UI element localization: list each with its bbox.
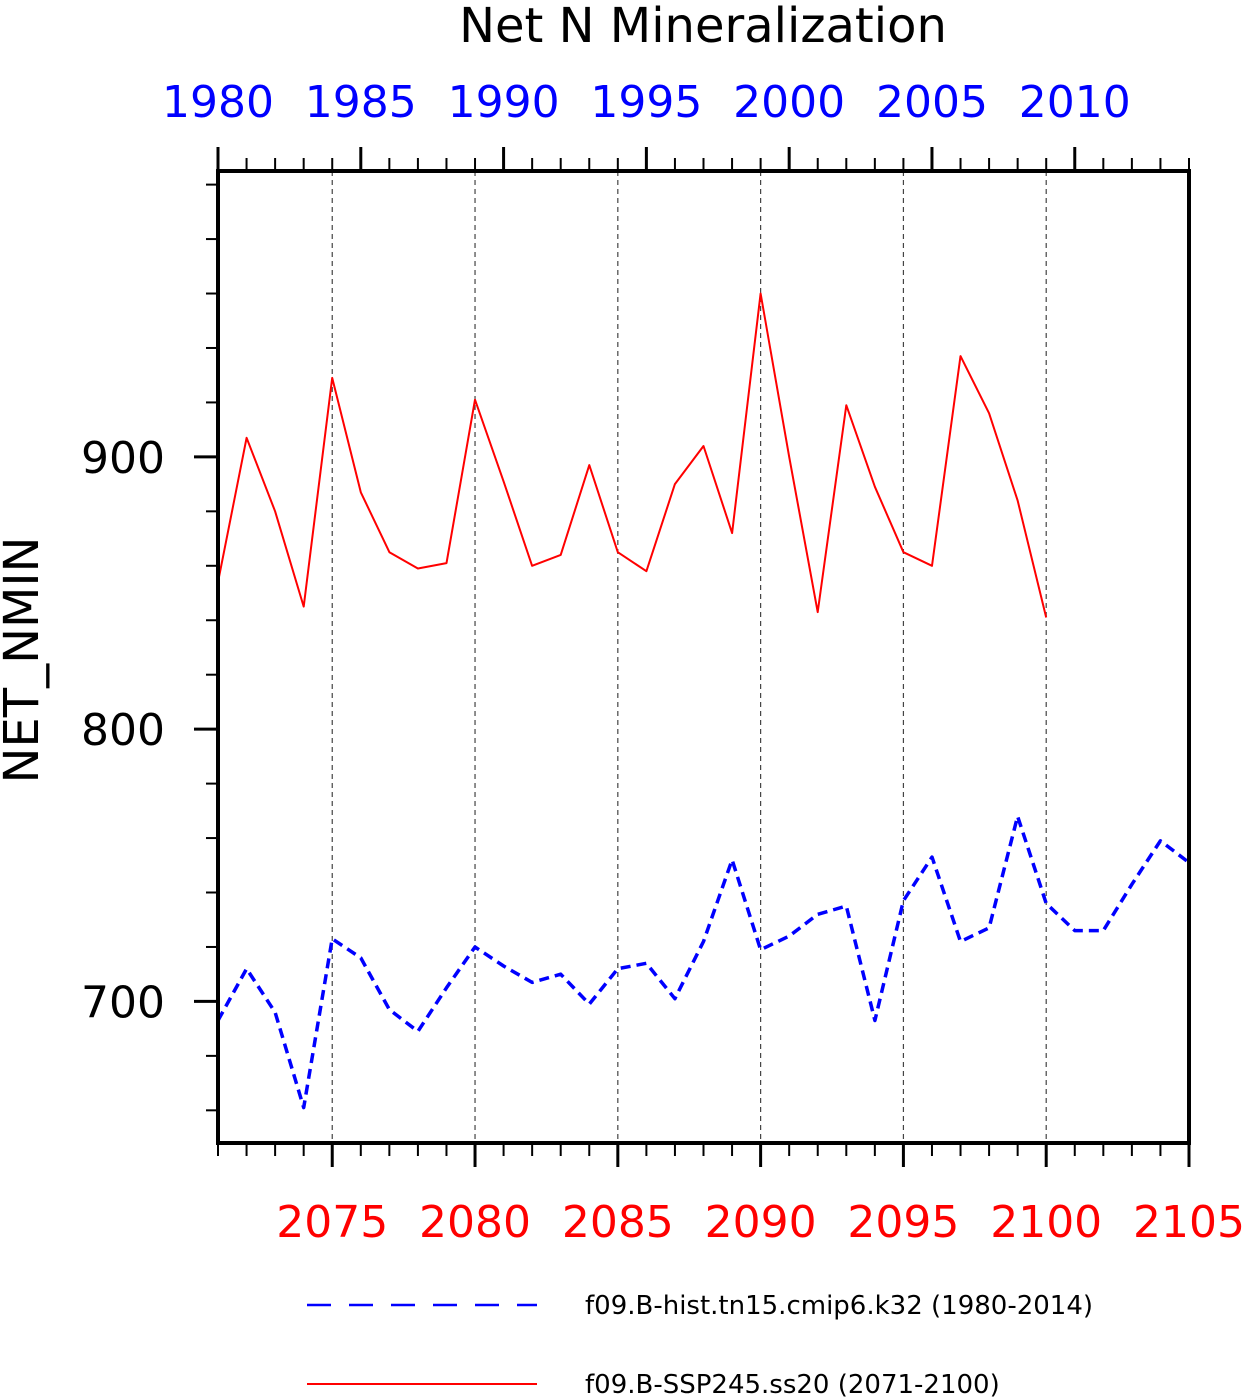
series-line-ssp245	[217, 292, 1048, 618]
top-tick-label: 1980	[162, 77, 274, 128]
bottom-tick-label: 2085	[562, 1197, 674, 1248]
bottom-tick-label: 2080	[419, 1197, 531, 1248]
y-axis-label: NET_NMIN	[0, 537, 50, 784]
bottom-tick-label: 2105	[1133, 1197, 1245, 1248]
top-tick-label: 1990	[448, 77, 560, 128]
y-tick-label: 900	[81, 433, 165, 484]
top-tick-label: 1985	[305, 77, 417, 128]
legend-label: f09.B-hist.tn15.cmip6.k32 (1980-2014)	[585, 1291, 1093, 1321]
top-tick-label: 1995	[590, 77, 702, 128]
axes: 2075 2080 2085 2090 2095 2100 2105 1980 1985 1990…	[81, 77, 1245, 1248]
bottom-tick-label: 2075	[276, 1197, 388, 1248]
plot-frame	[216, 169, 1191, 1145]
series-layer	[216, 292, 1191, 1110]
legend-label: f09.B-SSP245.ss20 (2071-2100)	[585, 1370, 1000, 1400]
bottom-tick-label: 2095	[847, 1197, 959, 1248]
bottom-tick-label: 2090	[705, 1197, 817, 1248]
series-line-historical	[216, 814, 1191, 1110]
grid-lines	[331, 171, 1047, 1143]
y-tick-label: 700	[81, 977, 165, 1028]
top-tick-label: 2000	[733, 77, 845, 128]
top-tick-label: 2010	[1019, 77, 1131, 128]
legend: f09.B-hist.tn15.cmip6.k32 (1980-2014) f09…	[307, 1291, 1093, 1400]
chart-title: Net N Mineralization	[459, 0, 947, 54]
y-tick-label: 800	[81, 705, 165, 756]
bottom-tick-label: 2100	[990, 1197, 1102, 1248]
top-tick-label: 2005	[876, 77, 988, 128]
